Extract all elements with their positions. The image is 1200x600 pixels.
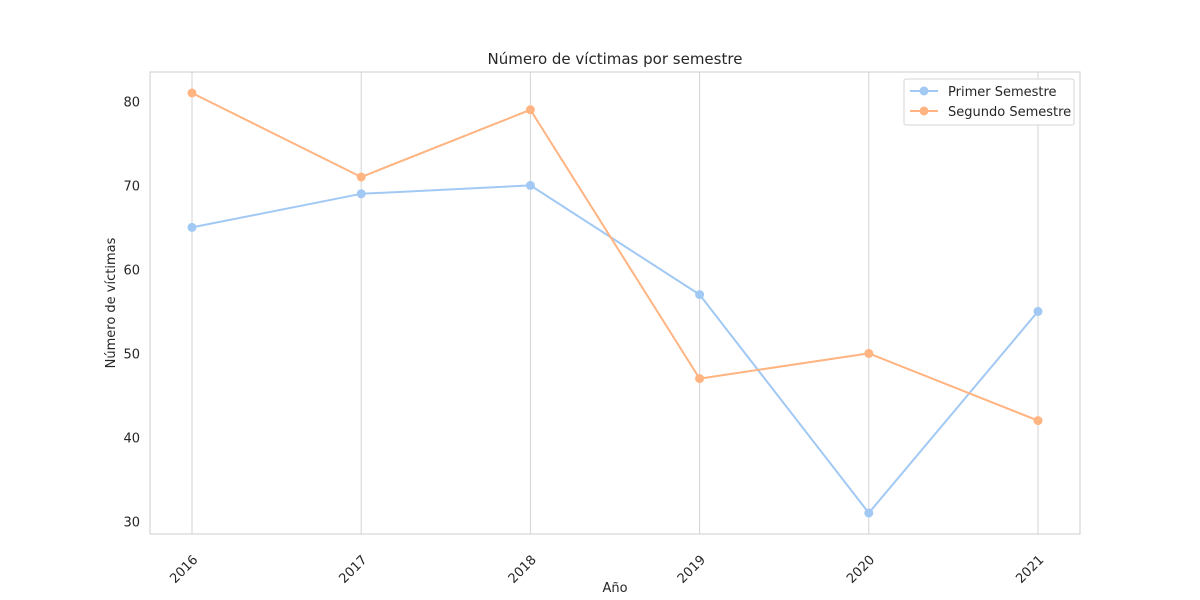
- data-point: [695, 290, 705, 300]
- y-tick-label: 60: [123, 263, 140, 278]
- data-point: [525, 180, 535, 190]
- y-tick-label: 50: [123, 347, 140, 362]
- y-tick-label: 30: [123, 515, 140, 530]
- data-point: [356, 172, 366, 182]
- data-point: [187, 88, 197, 98]
- data-point: [187, 222, 197, 232]
- data-point: [864, 508, 874, 518]
- series-lines: [187, 88, 1043, 518]
- data-point: [864, 348, 874, 358]
- chart-title: Número de víctimas por semestre: [488, 50, 743, 68]
- series-line-1: [191, 184, 1039, 514]
- data-point: [1033, 306, 1043, 316]
- data-point: [1033, 416, 1043, 426]
- data-point: [695, 374, 705, 384]
- y-tick-label: 70: [123, 179, 140, 194]
- grid-lines: [191, 72, 1039, 534]
- y-tick-label: 40: [123, 431, 140, 446]
- legend-box: [903, 78, 1075, 126]
- y-axis-label: Número de víctimas: [104, 237, 119, 368]
- legend-label: Segundo Semestre: [948, 105, 1071, 120]
- legend: Primer Semestre Segundo Semestre: [903, 78, 1075, 126]
- legend-label: Primer Semestre: [948, 85, 1057, 100]
- data-point: [356, 189, 366, 199]
- plot-area-frame: [149, 71, 1081, 535]
- legend-marker: [919, 86, 929, 96]
- y-tick-label: 80: [123, 95, 140, 110]
- x-axis-label: Año: [602, 581, 627, 596]
- legend-marker: [919, 106, 929, 116]
- data-point: [525, 105, 535, 115]
- series-line-2: [191, 92, 1039, 422]
